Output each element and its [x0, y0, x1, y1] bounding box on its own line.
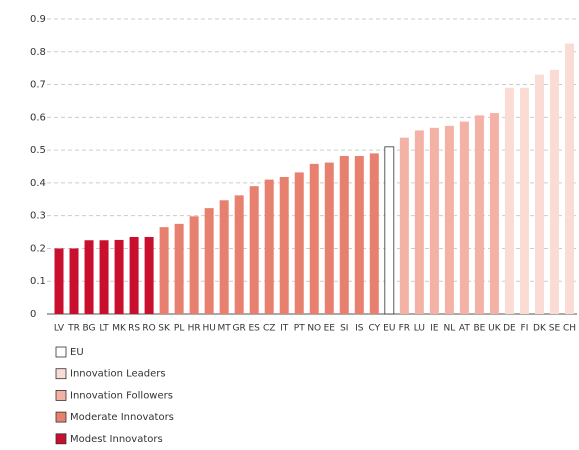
- x-tick-label: FR: [399, 324, 410, 334]
- y-tick-label: 0.6: [30, 112, 46, 123]
- x-tick-label: PL: [174, 324, 184, 334]
- x-tick-label: NO: [307, 324, 321, 334]
- legend-swatch: [55, 346, 67, 358]
- x-tick-label: RS: [128, 324, 140, 334]
- bar: [444, 125, 454, 314]
- x-tick-label: IT: [280, 324, 289, 334]
- bar: [54, 248, 64, 314]
- bar: [504, 87, 514, 314]
- bar: [294, 172, 304, 314]
- x-tick-label: LV: [54, 324, 65, 334]
- x-tick-label: GR: [233, 324, 246, 334]
- bar: [519, 87, 529, 314]
- legend-label: Innovation Followers: [70, 390, 173, 401]
- x-tick-label: MT: [218, 324, 232, 334]
- y-tick-label: 0.3: [30, 211, 46, 222]
- x-tick-label: PT: [294, 324, 305, 334]
- bar: [69, 248, 79, 314]
- y-tick-label: 0: [30, 309, 36, 320]
- bar: [99, 240, 109, 314]
- bar: [264, 179, 274, 314]
- x-tick-label: AT: [459, 324, 470, 334]
- x-tick-label: RO: [142, 324, 155, 334]
- legend-swatch: [55, 433, 67, 445]
- bar: [174, 223, 184, 314]
- x-tick-label: UK: [488, 324, 502, 334]
- x-tick-label: BG: [83, 324, 96, 334]
- bar: [114, 239, 124, 314]
- bar: [429, 127, 439, 314]
- bar: [234, 195, 244, 314]
- y-tick-label: 0.2: [30, 243, 46, 254]
- x-tick-label: SI: [340, 324, 348, 334]
- x-tick-label: SK: [158, 324, 171, 334]
- x-tick-label: CY: [368, 324, 380, 334]
- x-tick-label: IE: [430, 324, 439, 334]
- legend-swatch: [55, 368, 67, 380]
- y-tick-label: 0.8: [30, 47, 46, 58]
- legend-swatch: [55, 389, 67, 401]
- bar: [459, 121, 469, 314]
- bar: [369, 153, 379, 314]
- x-tick-label: ES: [248, 324, 260, 334]
- bar: [144, 236, 154, 314]
- bar: [399, 137, 409, 314]
- x-tick-label: NL: [444, 324, 456, 334]
- bar: [189, 216, 199, 314]
- bar: [324, 162, 334, 314]
- legend-label: Innovation Leaders: [70, 369, 166, 380]
- y-tick-label: 0.5: [30, 145, 46, 156]
- x-tick-label: SE: [549, 324, 561, 334]
- bar: [84, 240, 94, 314]
- x-tick-label: IS: [355, 324, 364, 334]
- x-tick-label: EU: [383, 324, 395, 334]
- bar: [159, 227, 169, 314]
- x-tick-label: LT: [99, 324, 109, 334]
- bar: [249, 186, 259, 314]
- y-tick-label: 0.9: [30, 14, 46, 25]
- x-tick-label: DE: [503, 324, 516, 334]
- legend-label: Moderate Innovators: [70, 412, 174, 423]
- bar: [549, 69, 559, 314]
- bar: [339, 156, 349, 314]
- x-tick-label: BE: [473, 324, 485, 334]
- bar: [309, 163, 319, 314]
- y-tick-label: 0.1: [30, 276, 46, 287]
- legend-label: Modest Innovators: [70, 434, 163, 445]
- x-tick-label: FI: [521, 324, 529, 334]
- x-tick-label: HR: [188, 324, 201, 334]
- bar: [564, 43, 574, 314]
- x-tick-label: TR: [67, 324, 80, 334]
- bar: [414, 130, 424, 314]
- bar: [384, 146, 395, 315]
- x-tick-label: DK: [533, 324, 547, 334]
- bar: [489, 113, 499, 314]
- y-tick-label: 0.4: [30, 178, 46, 189]
- x-tick-label: HU: [202, 324, 215, 334]
- bar: [219, 200, 229, 314]
- y-tick-label: 0.7: [30, 80, 46, 91]
- legend-label: EU: [70, 347, 84, 358]
- x-tick-label: CZ: [263, 324, 275, 334]
- bar: [204, 208, 214, 314]
- bar: [534, 74, 544, 314]
- bar: [474, 115, 484, 314]
- x-tick-label: CH: [563, 324, 576, 334]
- x-tick-label: LU: [414, 324, 425, 334]
- bar: [354, 156, 364, 314]
- bar: [279, 176, 289, 314]
- legend-swatch: [55, 411, 67, 423]
- x-tick-label: EE: [324, 324, 336, 334]
- x-tick-label: MK: [112, 324, 127, 334]
- bar: [129, 236, 139, 314]
